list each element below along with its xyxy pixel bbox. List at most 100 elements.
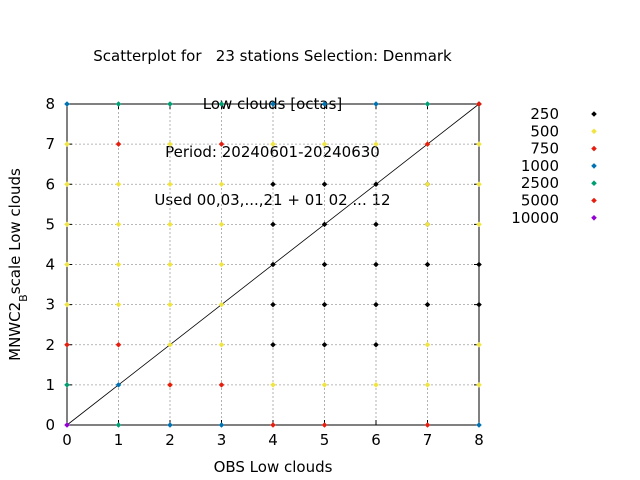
data-point <box>373 261 379 268</box>
series-500 <box>64 141 482 388</box>
data-point <box>424 221 431 228</box>
data-point <box>321 301 328 308</box>
data-point <box>115 141 122 147</box>
data-point <box>476 181 482 188</box>
y-axis-label-tail: scale Low clouds <box>6 168 24 294</box>
data-points <box>64 101 482 428</box>
data-point <box>373 341 379 348</box>
data-point <box>321 181 328 188</box>
data-point <box>64 382 70 388</box>
data-point <box>321 101 328 107</box>
legend-label: 2500 <box>521 174 559 192</box>
legend-label: 250 <box>530 105 559 123</box>
data-point <box>373 301 379 308</box>
y-tick-label: 1 <box>45 376 55 394</box>
data-point <box>424 261 431 268</box>
data-point <box>167 101 173 107</box>
data-point <box>115 422 122 428</box>
legend-label: 1000 <box>521 157 559 175</box>
y-tick-label: 6 <box>45 175 55 193</box>
y-tick-label: 7 <box>45 135 55 153</box>
data-point <box>218 141 225 147</box>
data-point <box>115 101 122 107</box>
data-point <box>115 301 122 308</box>
data-point <box>167 422 173 428</box>
data-point <box>167 221 173 228</box>
data-point <box>373 101 379 107</box>
legend-label: 500 <box>530 122 559 140</box>
data-point <box>218 301 225 308</box>
legend-marker <box>591 111 597 117</box>
x-axis-label: OBS Low clouds <box>214 458 333 476</box>
data-point <box>321 382 328 388</box>
data-point <box>167 141 173 147</box>
legend-marker <box>591 197 597 204</box>
data-point <box>218 101 225 107</box>
data-point <box>115 382 122 388</box>
data-point <box>218 181 225 188</box>
data-point <box>64 221 70 228</box>
data-point <box>270 341 276 348</box>
data-point <box>424 301 431 308</box>
y-tick-label: 8 <box>45 95 55 113</box>
data-point <box>270 382 276 388</box>
data-point <box>321 341 328 348</box>
y-axis-label-sub: B <box>17 294 30 302</box>
data-point <box>476 301 482 308</box>
data-point <box>64 301 70 308</box>
legend-label: 10000 <box>511 209 559 227</box>
data-point <box>270 141 276 147</box>
series-750 <box>64 141 431 428</box>
data-point <box>115 181 122 188</box>
x-tick-label: 1 <box>114 431 124 449</box>
data-point <box>476 341 482 348</box>
data-point <box>167 301 173 308</box>
data-point <box>115 261 122 268</box>
data-point <box>270 422 276 428</box>
x-tick-labels: 0 1 2 3 4 5 6 7 8 <box>62 431 484 449</box>
x-tick-label: 5 <box>320 431 330 449</box>
data-point <box>218 341 225 348</box>
legend-marker <box>591 128 597 135</box>
x-tick-label: 3 <box>217 431 227 449</box>
y-tick-label: 2 <box>45 336 55 354</box>
x-tick-label: 7 <box>423 431 433 449</box>
legend-label: 750 <box>530 140 559 158</box>
y-tick-label: 4 <box>45 256 55 274</box>
legend-marker <box>591 163 597 169</box>
data-point <box>218 221 225 228</box>
data-point <box>321 261 328 268</box>
data-point <box>373 382 379 388</box>
data-point <box>167 181 173 188</box>
data-point <box>218 261 225 268</box>
legend-marker <box>591 145 597 152</box>
data-point <box>373 221 379 228</box>
data-point <box>373 181 379 188</box>
title-line-3: Period: 20240601-20240630 <box>165 143 380 161</box>
data-point <box>476 422 482 428</box>
data-point <box>424 101 431 107</box>
data-point <box>218 422 225 428</box>
data-point <box>270 301 276 308</box>
data-point <box>167 341 173 348</box>
data-point <box>373 141 379 147</box>
data-point <box>115 221 122 228</box>
data-point <box>64 101 70 107</box>
data-point <box>321 422 328 428</box>
data-point <box>476 221 482 228</box>
legend-marker <box>591 215 597 221</box>
data-point <box>115 341 122 348</box>
data-point <box>321 141 328 147</box>
title-line-1: Scatterplot for 23 stations Selection: D… <box>93 47 452 65</box>
data-point <box>424 382 431 388</box>
data-point <box>424 422 431 428</box>
data-point <box>167 261 173 268</box>
data-point <box>167 382 173 388</box>
series-2500 <box>64 101 431 428</box>
data-point <box>64 341 70 348</box>
data-point <box>64 422 70 428</box>
data-point <box>476 382 482 388</box>
x-tick-label: 0 <box>62 431 72 449</box>
